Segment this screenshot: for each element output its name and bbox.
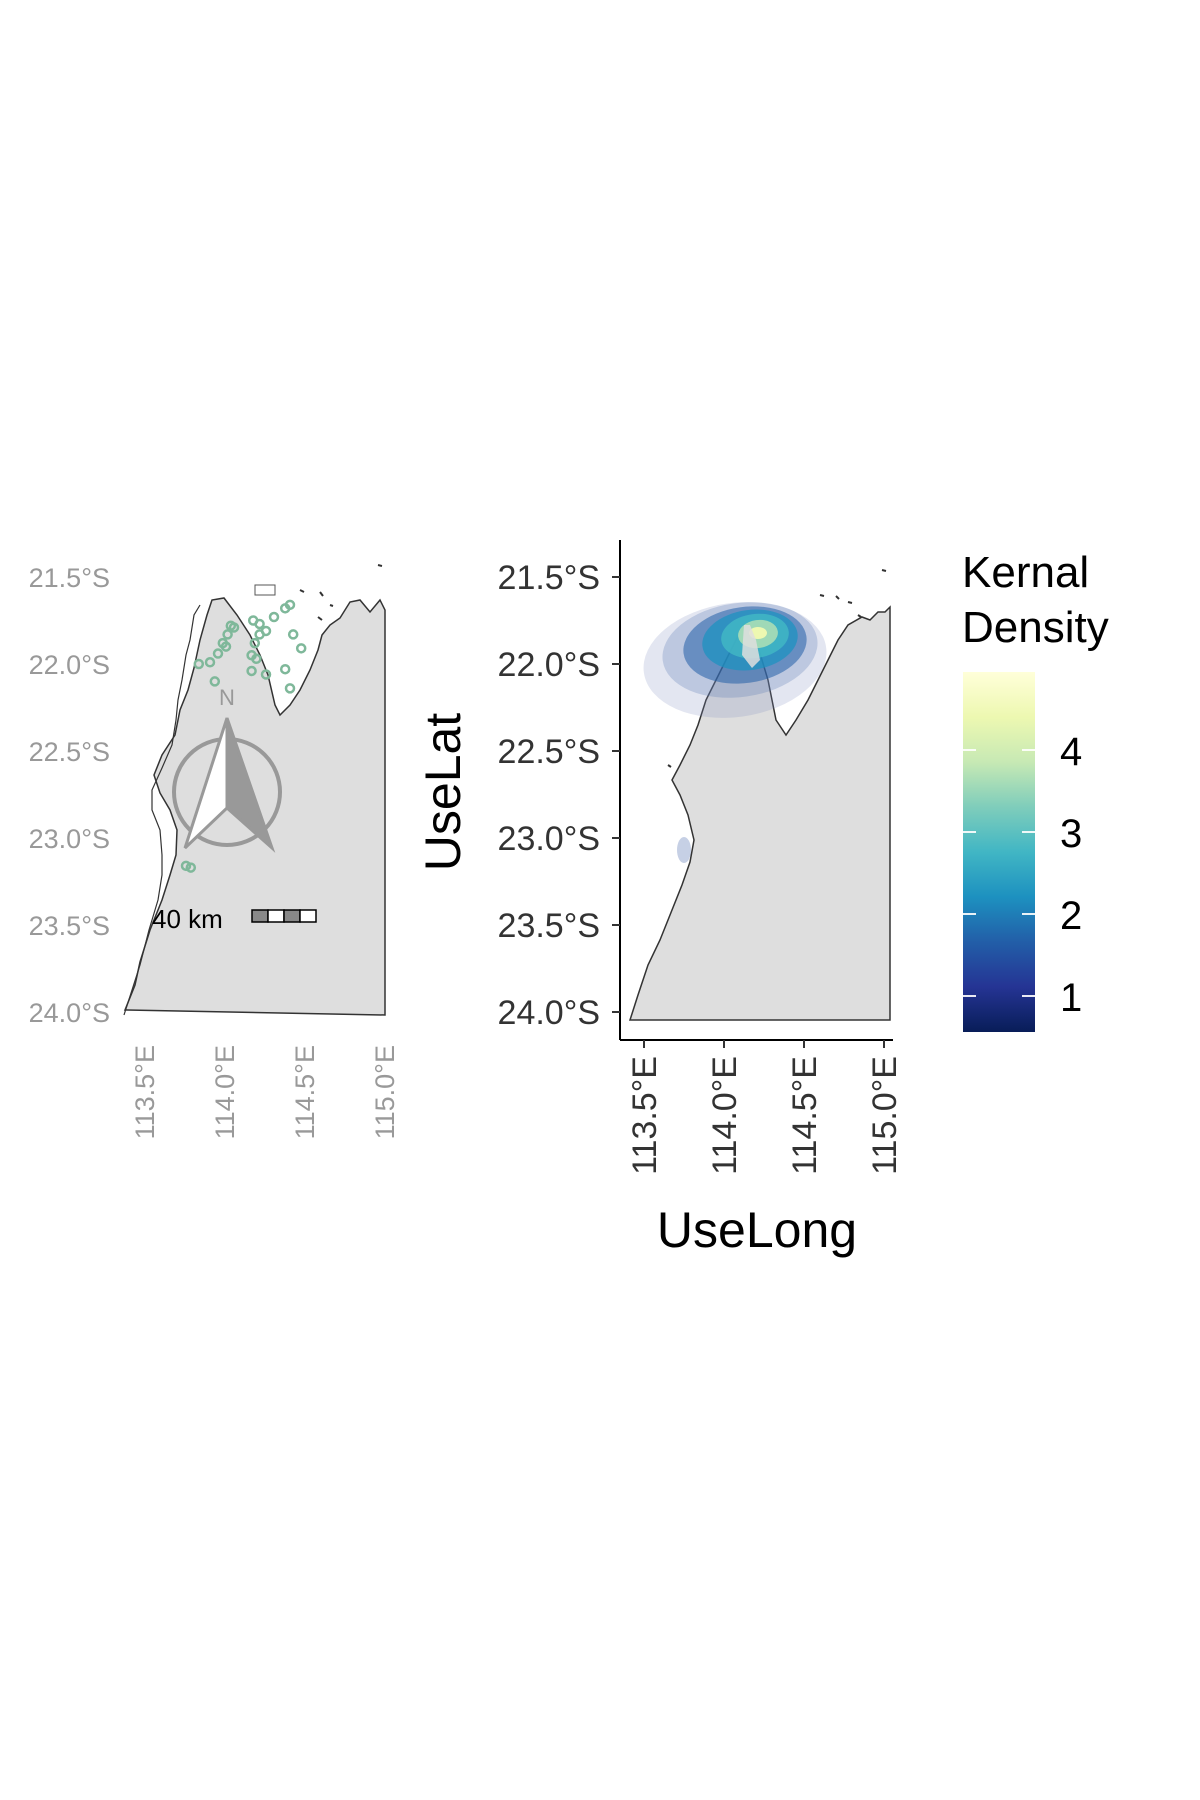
scale-bar: 40 km — [152, 904, 317, 934]
kernel-density-overlay — [643, 602, 827, 863]
right-lon-tick: 113.5°E — [626, 1056, 664, 1175]
sighting-point — [251, 653, 262, 665]
right-lat-tick: 22.0°S — [498, 646, 600, 684]
y-axis-title: UseLat — [415, 713, 471, 872]
sighting-point — [204, 657, 216, 668]
sighting-point — [193, 658, 205, 670]
y-axis-ticks — [612, 576, 620, 1013]
north-arrow-label: N — [219, 685, 235, 710]
sighting-point — [220, 641, 232, 652]
right-lat-tick: 24.0°S — [498, 994, 600, 1032]
right-lon-tick-labels: 113.5°E 114.0°E 114.5°E 115.0°E — [626, 1056, 904, 1175]
left-lon-tick: 113.5°E — [130, 1045, 160, 1139]
legend-title-line2: Density — [962, 603, 1109, 652]
sighting-point — [254, 618, 265, 630]
left-lat-tick: 23.0°S — [29, 824, 110, 854]
sighting-point — [287, 629, 299, 640]
left-map-inset-box — [254, 584, 276, 596]
left-lat-tick: 23.5°S — [29, 911, 110, 941]
left-lat-tick: 22.0°S — [29, 650, 110, 680]
legend-colorbar-ticks — [963, 749, 1035, 997]
sighting-point — [284, 683, 296, 694]
x-axis-ticks — [643, 1040, 885, 1048]
left-lat-tick: 21.5°S — [29, 563, 110, 593]
right-lon-tick: 114.5°E — [786, 1056, 824, 1175]
right-lat-tick-labels: 21.5°S 22.0°S 22.5°S 23.0°S 23.5°S 24.0°… — [498, 559, 600, 1032]
sighting-point — [212, 648, 224, 659]
right-lon-tick: 114.0°E — [706, 1056, 744, 1175]
left-map-islands — [299, 564, 383, 621]
sighting-point — [228, 622, 240, 633]
right-map-panel: 21.5°S 22.0°S 22.5°S 23.0°S 23.5°S 24.0°… — [415, 540, 904, 1258]
legend: Kernal Density 4 3 2 1 — [962, 548, 1109, 1032]
left-lon-tick-labels: 113.5°E 114.0°E 114.5°E 115.0°E — [130, 1045, 400, 1139]
right-map-islands — [667, 569, 887, 768]
left-lon-tick: 114.0°E — [210, 1045, 240, 1139]
sighting-points — [180, 599, 307, 873]
legend-label: 4 — [1060, 730, 1082, 774]
legend-title-line1: Kernal — [962, 548, 1089, 597]
right-map-axes — [612, 540, 893, 1048]
density-secondary — [677, 837, 691, 863]
left-lat-tick: 24.0°S — [29, 998, 110, 1028]
left-lon-tick: 114.5°E — [290, 1045, 320, 1139]
right-lat-tick: 22.5°S — [498, 733, 600, 771]
left-map-boundary — [123, 604, 201, 1016]
legend-label: 3 — [1060, 812, 1082, 856]
sighting-point — [279, 663, 291, 675]
legend-label: 1 — [1060, 976, 1082, 1020]
sighting-point — [185, 862, 197, 873]
left-lon-tick: 115.0°E — [370, 1045, 400, 1139]
sighting-point — [295, 643, 307, 654]
left-map-panel: 21.5°S 22.0°S 22.5°S 23.0°S 23.5°S 24.0°… — [29, 563, 400, 1139]
legend-label: 2 — [1060, 894, 1082, 938]
sighting-point — [284, 599, 296, 611]
right-lat-tick: 23.5°S — [498, 907, 600, 945]
left-map-land — [123, 564, 386, 1016]
legend-colorbar — [963, 672, 1035, 1032]
sighting-point — [249, 637, 261, 649]
sighting-point — [254, 629, 265, 640]
left-lat-tick-labels: 21.5°S 22.0°S 22.5°S 23.0°S 23.5°S 24.0°… — [29, 563, 110, 1028]
north-arrow-icon: N — [172, 685, 282, 853]
right-lon-tick: 115.0°E — [866, 1056, 904, 1175]
x-axis-title: UseLong — [657, 1202, 857, 1258]
sighting-point — [268, 611, 280, 623]
sighting-point — [222, 629, 233, 640]
right-lat-tick: 23.0°S — [498, 820, 600, 858]
sighting-point — [246, 665, 257, 677]
sighting-point — [260, 669, 272, 680]
density-peninsula-overlay — [742, 625, 760, 668]
sighting-point — [180, 860, 192, 872]
left-lat-tick: 22.5°S — [29, 737, 110, 767]
sighting-point — [209, 676, 221, 687]
right-lat-tick: 21.5°S — [498, 559, 600, 597]
scale-bar-label: 40 km — [152, 904, 223, 934]
